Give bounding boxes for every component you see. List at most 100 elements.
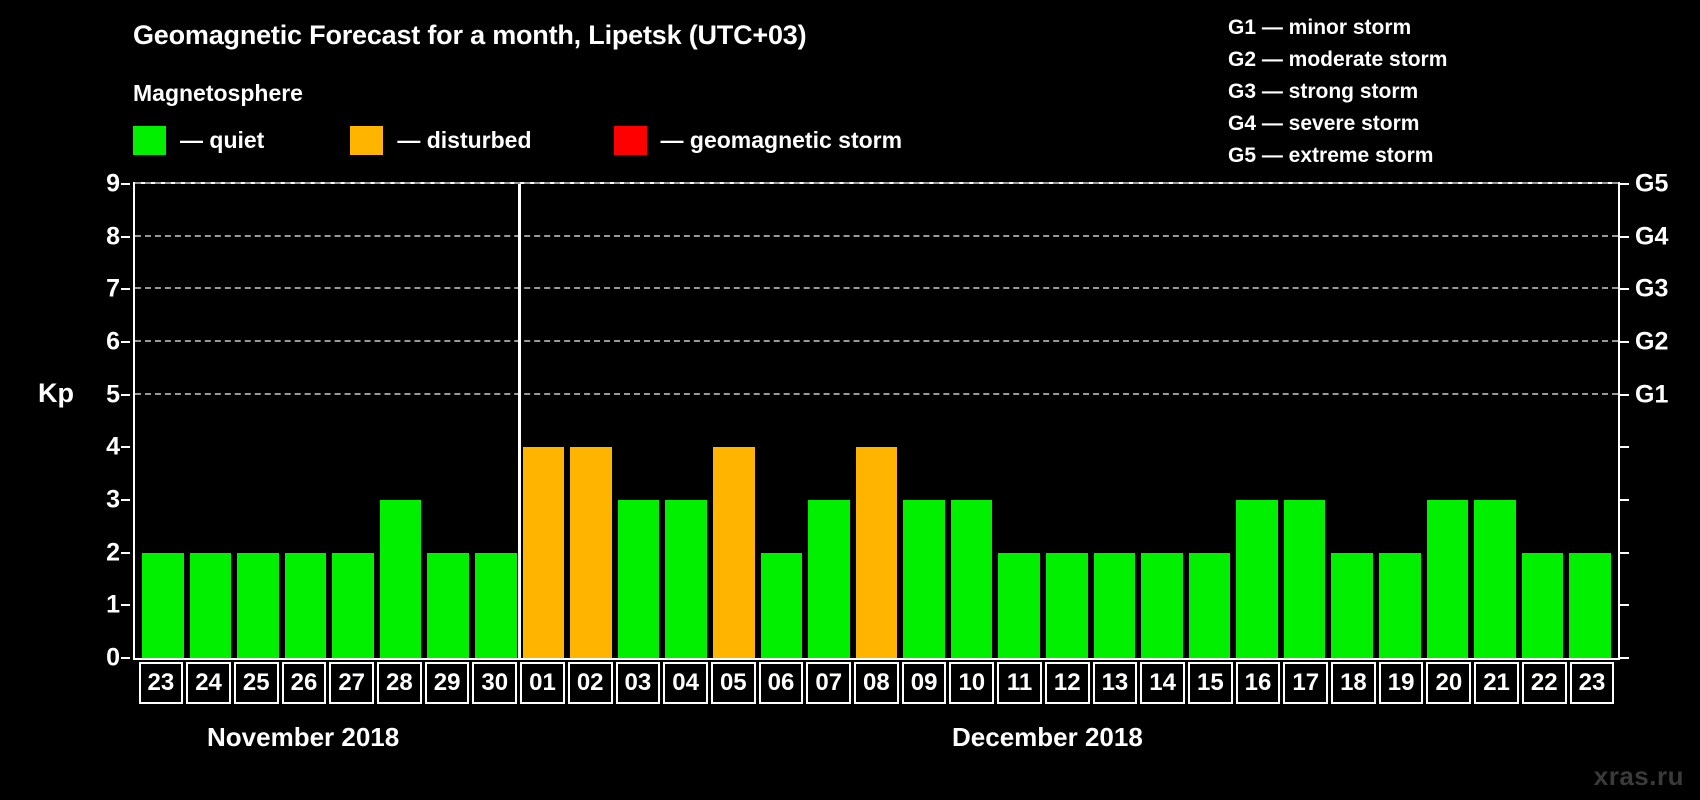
bar-12[interactable] [1045, 552, 1088, 658]
bar-slot [377, 184, 425, 658]
bar-23[interactable] [142, 552, 184, 658]
y-tick-label: 8 [106, 222, 120, 251]
y-tick-label: 6 [106, 327, 120, 356]
bar-23[interactable] [1569, 552, 1611, 658]
bar-24[interactable] [189, 552, 232, 658]
bar-slot [139, 184, 187, 658]
g-tick-mark [1620, 183, 1629, 185]
g-tick-mark [1620, 393, 1629, 396]
y-tick-mark [121, 604, 130, 607]
bar-06[interactable] [760, 552, 803, 658]
month-divider [518, 184, 522, 658]
g-tick-mark [1620, 288, 1629, 291]
gridline [135, 182, 1618, 184]
bar-05[interactable] [712, 447, 755, 658]
y-tick-label: 2 [106, 538, 120, 567]
day-label-25[interactable]: 25 [233, 662, 279, 704]
day-label-21[interactable]: 21 [1474, 662, 1519, 704]
day-label-24[interactable]: 24 [186, 662, 231, 704]
bar-slot [1186, 184, 1234, 658]
y-tick-label: 1 [106, 590, 120, 619]
bar-slot [615, 184, 663, 658]
day-label-23[interactable]: 23 [1569, 662, 1615, 704]
bar-08[interactable] [855, 447, 898, 658]
y-tick-mark [121, 657, 130, 659]
bar-26[interactable] [284, 552, 327, 658]
bar-19[interactable] [1379, 552, 1421, 658]
bar-01[interactable] [522, 447, 565, 658]
day-label-13[interactable]: 13 [1092, 662, 1138, 704]
bar-30[interactable] [475, 552, 517, 658]
day-label-14[interactable]: 14 [1140, 662, 1185, 704]
day-label-20[interactable]: 20 [1426, 662, 1472, 704]
y-axis-right-g-scale: G1 G2 G3 G4 G5 [1620, 170, 1690, 660]
day-label-19[interactable]: 19 [1378, 662, 1424, 704]
plot-inner [135, 182, 1618, 658]
day-label-01[interactable]: 01 [520, 662, 565, 704]
y-tick-label: 7 [106, 274, 120, 303]
day-label-09[interactable]: 09 [901, 662, 947, 704]
g-tick-label: G5 [1635, 169, 1669, 198]
bar-09[interactable] [903, 500, 945, 658]
bar-27[interactable] [332, 552, 374, 658]
day-label-22[interactable]: 22 [1521, 662, 1567, 704]
bar-17[interactable] [1283, 500, 1326, 658]
day-label-12[interactable]: 12 [1044, 662, 1090, 704]
bar-slot [567, 184, 615, 658]
bar-slot [424, 184, 472, 658]
bar-07[interactable] [808, 500, 850, 658]
day-label-05[interactable]: 05 [710, 662, 756, 704]
bar-11[interactable] [998, 552, 1040, 658]
bar-slot [520, 184, 568, 658]
y-axis-title: Kp [38, 378, 74, 408]
bar-25[interactable] [237, 552, 279, 658]
page-title: Geomagnetic Forecast for a month, Lipets… [133, 20, 807, 50]
day-label-29[interactable]: 29 [424, 662, 470, 704]
bar-slot [1233, 184, 1281, 658]
g-tick-mark [1620, 499, 1629, 501]
day-label-26[interactable]: 26 [281, 662, 327, 704]
day-label-15[interactable]: 15 [1187, 662, 1233, 704]
bar-02[interactable] [570, 447, 612, 658]
day-label-06[interactable]: 06 [758, 662, 804, 704]
bar-22[interactable] [1521, 552, 1564, 658]
g-scale-row: G5 — extreme storm [1228, 144, 1434, 167]
bars-container [135, 184, 1618, 658]
day-label-16[interactable]: 16 [1235, 662, 1281, 704]
bar-21[interactable] [1474, 500, 1516, 658]
day-label-18[interactable]: 18 [1331, 662, 1376, 704]
day-label-23[interactable]: 23 [138, 662, 184, 704]
bar-slot [1566, 184, 1614, 658]
bar-16[interactable] [1236, 500, 1278, 658]
g-tick-mark [1620, 446, 1629, 449]
day-label-10[interactable]: 10 [949, 662, 995, 704]
bar-03[interactable] [617, 500, 660, 658]
bar-slot [1138, 184, 1186, 658]
day-label-04[interactable]: 04 [663, 662, 708, 704]
y-axis-left: 0 1 2 3 4 5 6 7 8 9 [90, 170, 130, 672]
bar-29[interactable] [427, 552, 470, 658]
day-label-08[interactable]: 08 [854, 662, 899, 704]
bar-15[interactable] [1188, 552, 1231, 658]
day-label-02[interactable]: 02 [567, 662, 613, 704]
bar-13[interactable] [1093, 552, 1136, 658]
bar-28[interactable] [379, 500, 422, 658]
bar-slot [1519, 184, 1567, 658]
day-label-07[interactable]: 07 [806, 662, 852, 704]
bar-10[interactable] [950, 500, 993, 658]
day-label-03[interactable]: 03 [615, 662, 661, 704]
bar-14[interactable] [1141, 552, 1183, 658]
bar-20[interactable] [1426, 500, 1469, 658]
bar-18[interactable] [1331, 552, 1374, 658]
day-label-11[interactable]: 11 [997, 662, 1042, 704]
day-label-27[interactable]: 27 [329, 662, 375, 704]
y-tick-label: 0 [106, 643, 120, 672]
day-label-17[interactable]: 17 [1283, 662, 1329, 704]
bar-04[interactable] [665, 500, 707, 658]
day-label-30[interactable]: 30 [472, 662, 518, 704]
bar-slot [329, 184, 377, 658]
bar-slot [853, 184, 901, 658]
bar-slot [234, 184, 282, 658]
day-label-28[interactable]: 28 [377, 662, 422, 704]
y-tick-mark [121, 235, 130, 238]
